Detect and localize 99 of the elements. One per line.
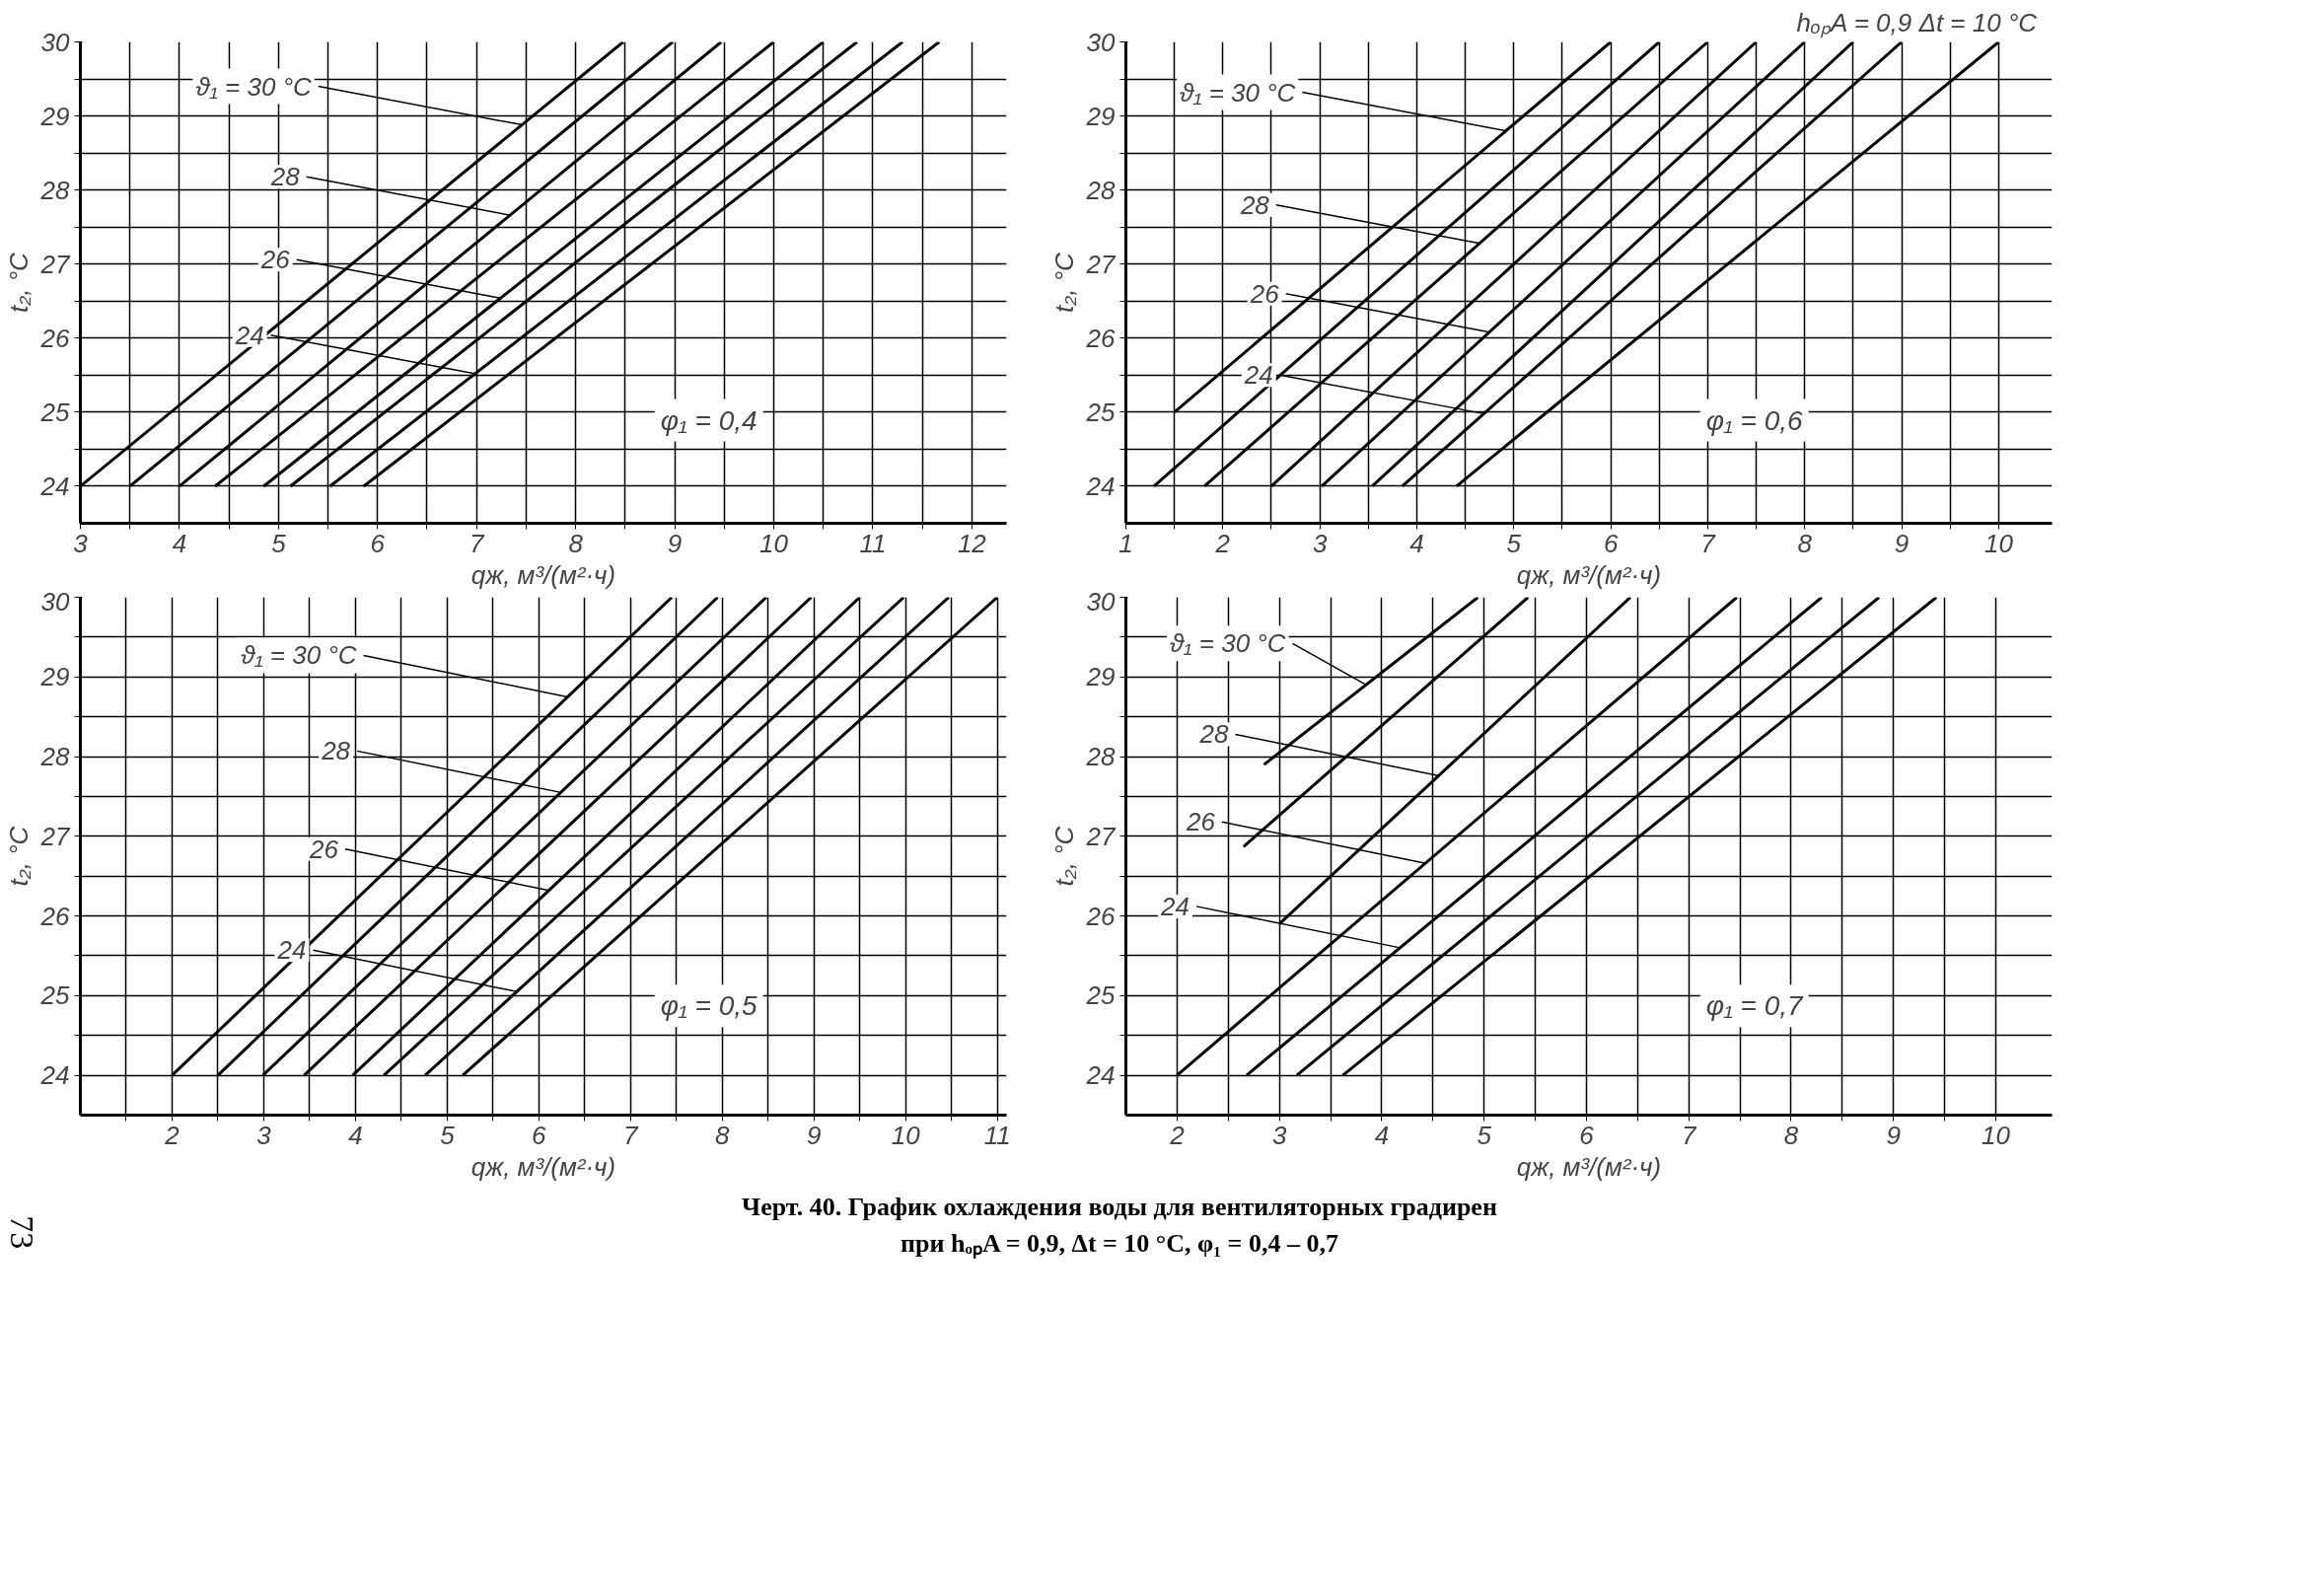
- x-tick-label: 6: [1603, 528, 1619, 558]
- annotation: 24: [234, 320, 264, 350]
- x-tick-label: 2: [1169, 1120, 1186, 1150]
- x-tick-label: 4: [1409, 528, 1424, 558]
- y-tick-label: 25: [39, 397, 71, 427]
- x-tick-label: 1: [1118, 528, 1133, 558]
- annotation: φ₁ = 0,4: [660, 404, 757, 436]
- y-tick-label: 29: [1085, 662, 1116, 692]
- annotation: ϑ₁ = 30 °C: [1170, 628, 1286, 659]
- y-tick-label: 30: [40, 586, 71, 617]
- x-tick-label: 11: [983, 1120, 1011, 1150]
- x-tick-label: 9: [1886, 1120, 1901, 1150]
- x-tick-label: 10: [891, 1120, 921, 1150]
- y-tick-label: 29: [39, 101, 70, 131]
- y-tick-label: 28: [39, 175, 71, 205]
- y-axis-title: t₂, °C: [1048, 252, 1079, 313]
- y-tick-label: 30: [1086, 586, 1117, 617]
- y-tick-label: 30: [40, 27, 71, 57]
- x-tick-label: 7: [469, 528, 485, 558]
- x-tick-label: 7: [1700, 528, 1717, 558]
- x-tick-label: 4: [348, 1120, 363, 1150]
- annotation: 24: [276, 935, 307, 966]
- annotation: ϑ₁ = 30 °C: [1179, 77, 1296, 108]
- x-tick-label: 3: [1271, 1120, 1287, 1150]
- y-tick-label: 27: [1085, 821, 1117, 851]
- annotation: 28: [1198, 719, 1229, 750]
- text: Черт. 40. График охлаждения воды для вентиляторных градирен: [742, 1193, 1497, 1221]
- x-tick-label: 5: [1477, 1120, 1492, 1150]
- x-axis-title: qж, м³/(м²·ч): [1516, 559, 1662, 590]
- annotation: 24: [1160, 891, 1190, 921]
- annotation: φ₁ = 0,6: [1705, 404, 1804, 436]
- x-tick-label: 6: [532, 1120, 547, 1150]
- x-tick-label: 9: [667, 528, 683, 558]
- y-axis-title: t₂, °C: [3, 826, 34, 887]
- x-tick-label: 7: [1681, 1120, 1697, 1150]
- x-tick-label: 10: [1981, 1120, 2011, 1150]
- x-tick-label: 12: [957, 528, 987, 558]
- x-tick-label: 3: [73, 528, 89, 558]
- x-tick-label: 2: [1214, 528, 1231, 558]
- x-axis-title: qж, м³/(м²·ч): [470, 559, 616, 590]
- y-tick-label: 24: [39, 1060, 70, 1091]
- text: 73: [3, 1215, 42, 1250]
- y-tick-label: 27: [39, 821, 72, 851]
- y-tick-label: 30: [1086, 27, 1117, 57]
- x-tick-label: 4: [1374, 1120, 1390, 1150]
- y-tick-label: 24: [1085, 1060, 1116, 1091]
- x-tick-label: 8: [1797, 528, 1813, 558]
- x-tick-label: 10: [759, 528, 789, 558]
- x-tick-label: 3: [256, 1120, 272, 1150]
- annotation: 28: [269, 162, 301, 192]
- y-tick-label: 27: [1085, 249, 1117, 279]
- annotation: 26: [309, 834, 339, 864]
- annotation: 26: [259, 245, 291, 275]
- annotation: φ₁ = 0,5: [660, 990, 758, 1022]
- x-tick-label: 9: [1894, 528, 1910, 558]
- y-tick-label: 28: [1085, 742, 1117, 772]
- y-tick-label: 26: [1085, 323, 1117, 353]
- x-tick-label: 8: [568, 528, 584, 558]
- x-tick-label: 10: [1983, 528, 2014, 558]
- annotation: 26: [1186, 807, 1216, 837]
- y-axis-title: t₂, °C: [3, 252, 34, 313]
- annotation: φ₁ = 0,7: [1705, 990, 1805, 1022]
- x-tick-label: 9: [807, 1120, 822, 1150]
- x-tick-label: 11: [859, 528, 887, 558]
- y-tick-label: 25: [39, 980, 71, 1011]
- annotation: ϑ₁ = 30 °C: [195, 71, 313, 102]
- x-axis-title: qж, м³/(м²·ч): [1516, 1151, 1662, 1182]
- x-axis-title: qж, м³/(м²·ч): [470, 1151, 616, 1182]
- y-tick-label: 29: [39, 662, 70, 692]
- y-tick-label: 26: [1085, 901, 1117, 931]
- y-tick-label: 24: [1085, 471, 1116, 501]
- y-tick-label: 29: [1085, 101, 1116, 131]
- annotation: ϑ₁ = 30 °C: [241, 640, 357, 671]
- y-axis-title: t₂, °C: [1048, 826, 1079, 887]
- annotation: 28: [1239, 189, 1270, 220]
- annotation: 28: [321, 736, 351, 766]
- x-tick-label: 5: [271, 528, 287, 558]
- x-tick-label: 5: [440, 1120, 456, 1150]
- annotation: 24: [1243, 360, 1273, 391]
- y-tick-label: 25: [1085, 980, 1117, 1011]
- x-tick-label: 2: [164, 1120, 180, 1150]
- y-tick-label: 28: [1085, 175, 1117, 205]
- x-tick-label: 3: [1312, 528, 1328, 558]
- x-tick-label: 6: [1579, 1120, 1595, 1150]
- y-tick-label: 26: [39, 901, 71, 931]
- y-tick-label: 24: [39, 471, 70, 501]
- x-tick-label: 7: [623, 1120, 640, 1150]
- y-tick-label: 27: [39, 249, 72, 279]
- x-tick-label: 5: [1506, 528, 1522, 558]
- x-tick-label: 8: [715, 1120, 731, 1150]
- y-tick-label: 25: [1085, 397, 1117, 427]
- x-tick-label: 4: [172, 528, 187, 558]
- y-tick-label: 26: [39, 323, 71, 353]
- annotation: 26: [1249, 278, 1280, 309]
- chart-title: hₒₚA = 0,9 Δt = 10 °C: [1796, 7, 2038, 38]
- x-tick-label: 8: [1783, 1120, 1799, 1150]
- y-tick-label: 28: [39, 742, 71, 772]
- text: при hₒₚA = 0,9, Δt = 10 °C, φ₁ = 0,4 – 0,7: [901, 1229, 1338, 1259]
- x-tick-label: 6: [370, 528, 386, 558]
